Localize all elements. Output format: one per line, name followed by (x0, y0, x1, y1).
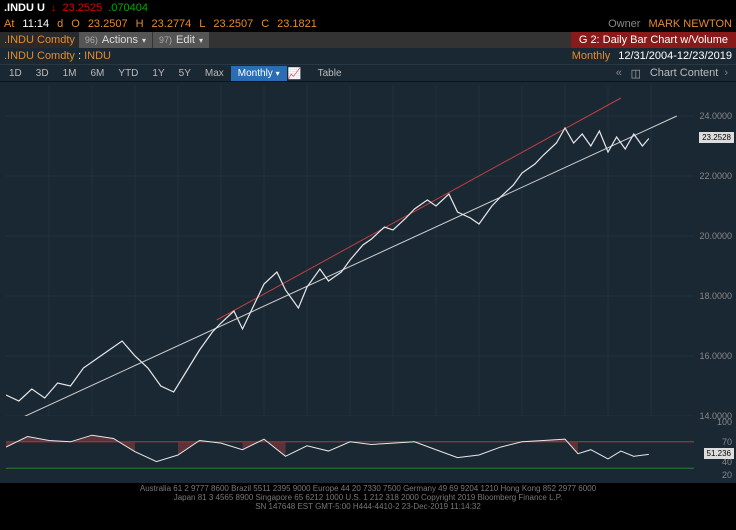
dropdown-icon: ▾ (276, 69, 280, 78)
rsi-y-tick: 20 (694, 470, 732, 480)
down-arrow-icon: ↓ (51, 2, 57, 14)
y-tick: 18.0000 (694, 291, 732, 301)
y-tick: 20.0000 (694, 231, 732, 241)
y-tick: 24.0000 (694, 111, 732, 121)
edit-label: Edit (176, 34, 195, 46)
rsi-current-tag: 51.236 (704, 448, 734, 459)
chart-title: G 2: Daily Bar Chart w/Volume (579, 34, 728, 46)
rsi-y-axis: 20407010051.236 (694, 422, 734, 488)
line-chart-icon[interactable]: 📈 (287, 67, 303, 80)
rsi-chart[interactable] (6, 422, 694, 488)
footer-line2: Japan 81 3 4565 8900 Singapore 65 6212 1… (4, 493, 732, 502)
price-change: 23.2525 (62, 2, 102, 14)
footer-line1: Australia 61 2 9777 8600 Brazil 5511 239… (4, 484, 732, 493)
periodicity-label: Monthly (572, 50, 611, 62)
range-1m[interactable]: 1M (56, 66, 84, 81)
d-label: d (57, 18, 63, 30)
owner-label: Owner (608, 18, 640, 30)
periodicity-button[interactable]: Monthly ▾ (231, 66, 287, 81)
menu-bar: .INDU Comdty 96) Actions ▾ 97) Edit ▾ G … (0, 32, 736, 48)
chart-container: 14.000016.000018.000020.000022.000024.00… (0, 82, 736, 512)
rsi-y-tick: 100 (694, 417, 732, 427)
chart-content-button[interactable]: Chart Content (650, 67, 718, 79)
range-1d[interactable]: 1D (2, 66, 29, 81)
y-tick: 16.0000 (694, 351, 732, 361)
y-tick: 22.0000 (694, 171, 732, 181)
close-label: C (261, 18, 269, 30)
top-ticker-bar: .INDU U ↓ 23.2525 .070404 (0, 0, 736, 16)
actions-label: Actions (102, 34, 138, 46)
low-label: L (199, 18, 205, 30)
at-label: At (4, 18, 14, 30)
edit-menu[interactable]: 97) Edit ▾ (153, 32, 210, 48)
range-5y[interactable]: 5Y (172, 66, 198, 81)
range-buttons: 1D3D1M6MYTD1Y5YMax (2, 66, 231, 81)
dropdown-icon: ▾ (142, 36, 146, 45)
terminal-footer: Australia 61 2 9777 8600 Brazil 5511 239… (0, 483, 736, 512)
table-button[interactable]: Table (311, 66, 349, 81)
sym-b: INDU (84, 50, 111, 62)
date-range: 12/31/2004-12/23/2019 (618, 50, 732, 62)
rsi-y-tick: 70 (694, 437, 732, 447)
actions-num: 96) (85, 35, 98, 45)
range-1y[interactable]: 1Y (145, 66, 171, 81)
chevron-left-icon[interactable]: « (616, 67, 622, 79)
open-label: O (71, 18, 80, 30)
menu-symbol: .INDU Comdty (0, 32, 79, 48)
sym-sep: : (75, 50, 84, 62)
price-y-axis: 14.000016.000018.000020.000022.000024.00… (694, 86, 734, 416)
range-3d[interactable]: 3D (29, 66, 56, 81)
menu-symbol-text: .INDU Comdty (4, 34, 75, 46)
add-panel-icon[interactable]: ◫ (628, 67, 644, 80)
dropdown-icon: ▾ (199, 36, 203, 45)
symbol-date-bar: .INDU Comdty : INDU Monthly 12/31/2004-1… (0, 48, 736, 64)
sym-a: .INDU Comdty (4, 50, 75, 62)
chart-title-bar: G 2: Daily Bar Chart w/Volume (571, 32, 736, 48)
pct-change: .070404 (108, 2, 148, 14)
open-value: 23.2507 (88, 18, 128, 30)
ticker-symbol: .INDU U (4, 2, 45, 14)
ohlc-bar: At 11:14 d O 23.2507 H 23.2774 L 23.2507… (0, 16, 736, 32)
high-label: H (136, 18, 144, 30)
price-chart[interactable] (6, 86, 694, 416)
actions-menu[interactable]: 96) Actions ▾ (79, 32, 153, 48)
last-price-tag: 23.2528 (699, 132, 734, 143)
high-value: 23.2774 (152, 18, 192, 30)
time-value: 11:14 (22, 18, 49, 30)
range-ytd[interactable]: YTD (111, 66, 145, 81)
edit-num: 97) (159, 35, 172, 45)
chevron-right-icon[interactable]: › (724, 67, 728, 79)
low-value: 23.2507 (213, 18, 253, 30)
range-max[interactable]: Max (198, 66, 231, 81)
symbol-line: .INDU Comdty : INDU (4, 50, 111, 62)
range-6m[interactable]: 6M (84, 66, 112, 81)
periodicity-text: Monthly (238, 68, 273, 79)
close-value: 23.1821 (277, 18, 317, 30)
chart-toolbar: 1D3D1M6MYTD1Y5YMax Monthly ▾ 📈 Table « ◫… (0, 64, 736, 82)
owner-value: MARK NEWTON (648, 18, 732, 30)
footer-line3: SN 147648 EST GMT-5:00 H444-4410-2 23-De… (4, 502, 732, 511)
